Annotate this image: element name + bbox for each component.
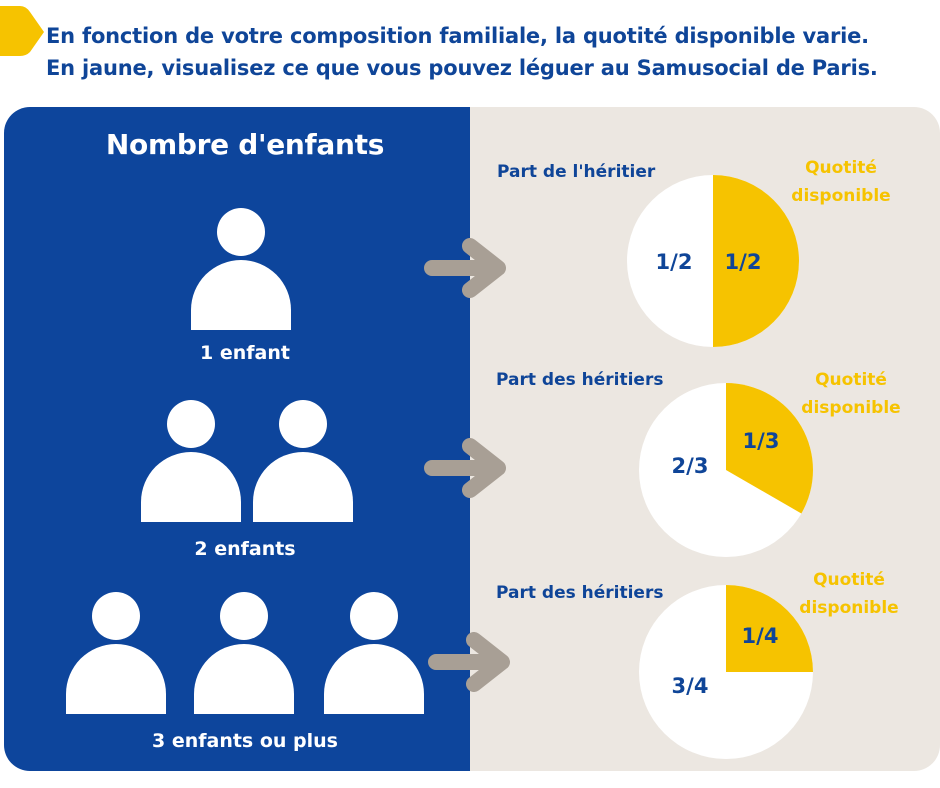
- person-icon: [66, 592, 166, 714]
- quotite-line-2: disponible: [791, 186, 891, 206]
- arrow-right-icon: [428, 632, 510, 692]
- heir-label-2: Part des héritiers: [496, 370, 664, 390]
- arrow-right-icon: [424, 438, 506, 498]
- heir-label-3: Part des héritiers: [496, 583, 664, 603]
- available-fraction-2: 1/3: [742, 429, 780, 453]
- quotite-line-2: disponible: [799, 598, 899, 618]
- quotite-line-1: Quotité: [813, 570, 885, 590]
- quotite-label-3: Quotité disponible: [784, 566, 914, 622]
- quotite-line-1: Quotité: [815, 370, 887, 390]
- quotite-label-2: Quotité disponible: [786, 366, 916, 422]
- person-icon: [253, 400, 353, 522]
- intro-line-2: En jaune, visualisez ce que vous pouvez …: [46, 56, 878, 80]
- brand-mark-icon: [0, 6, 44, 56]
- heir-fraction-3: 3/4: [671, 674, 709, 698]
- pie-available-slice: [713, 175, 799, 347]
- pie-available-slice: [726, 585, 813, 672]
- quotite-line-2: disponible: [801, 398, 901, 418]
- people-group-3: [66, 592, 424, 714]
- children-label-1: 1 enfant: [200, 342, 290, 364]
- children-label-2: 2 enfants: [194, 538, 296, 560]
- quotite-line-1: Quotité: [805, 158, 877, 178]
- people-group-2: [141, 400, 353, 522]
- intro-text: En fonction de votre composition familia…: [46, 20, 926, 84]
- arrow-right-icon: [424, 238, 506, 298]
- quotite-label-1: Quotité disponible: [776, 154, 906, 210]
- children-title: Nombre d'enfants: [105, 128, 385, 161]
- person-icon: [141, 400, 241, 522]
- person-icon: [194, 592, 294, 714]
- available-fraction-1: 1/2: [724, 250, 762, 274]
- share-pie-3: [639, 585, 813, 759]
- intro-line-1: En fonction de votre composition familia…: [46, 24, 869, 48]
- share-pie-2: [639, 383, 813, 557]
- share-pie-1: [627, 175, 799, 347]
- people-group-1: [191, 208, 291, 330]
- person-icon: [324, 592, 424, 714]
- heir-fraction-2: 2/3: [671, 454, 709, 478]
- available-fraction-3: 1/4: [741, 624, 779, 648]
- person-icon: [191, 208, 291, 330]
- pie-available-slice: [726, 383, 813, 514]
- heir-label-1: Part de l'héritier: [497, 162, 656, 182]
- heir-fraction-1: 1/2: [655, 250, 693, 274]
- children-label-3: 3 enfants ou plus: [151, 730, 338, 752]
